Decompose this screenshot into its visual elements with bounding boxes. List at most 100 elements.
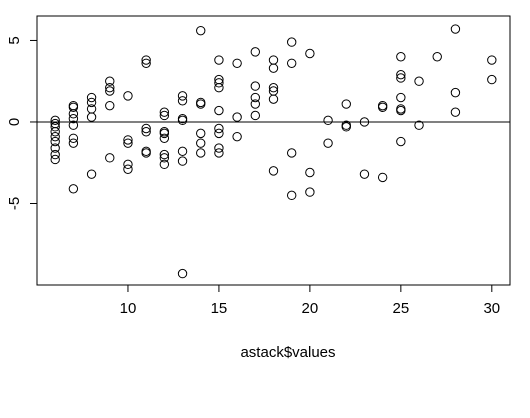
data-point [68,138,79,148]
x-tick-label: 30 [483,300,500,317]
data-point [268,63,279,73]
data-point [68,114,79,124]
data-point [196,25,206,36]
data-point [141,123,151,134]
data-point [196,128,206,139]
data-point [268,166,279,176]
data-point [396,105,406,116]
data-point [159,110,170,121]
data-point [286,190,297,201]
data-point [123,138,133,148]
data-point [86,112,97,122]
data-point [196,138,206,148]
data-point [141,58,151,68]
x-tick-label: 20 [302,300,319,317]
data-point [305,167,315,178]
data-point [105,76,115,86]
data-point [50,131,60,142]
data-point [86,104,97,114]
data-point [159,107,170,117]
data-point [268,83,279,93]
data-point [105,100,115,111]
data-point [232,112,242,122]
data-point [214,83,224,93]
data-point [68,120,79,130]
data-point [286,58,297,68]
data-point [341,99,351,109]
data-point [50,127,60,137]
data-point [214,128,224,139]
data-point [214,55,224,65]
data-point [396,69,406,80]
data-point [214,105,224,116]
data-point [105,83,115,93]
x-axis: 10 15 20 25 30 [120,284,500,317]
data-point [50,149,60,160]
data-point [432,52,442,62]
data-point [414,76,424,86]
data-point [396,92,406,103]
data-point [268,94,279,104]
data-point [86,97,97,108]
data-point [177,146,188,157]
data-point [323,138,333,148]
data-point [141,55,151,65]
data-point [396,136,406,147]
data-point [68,102,79,112]
data-point [86,92,97,103]
x-tick-label: 10 [120,300,137,317]
data-point [450,107,461,117]
data-point [68,109,79,119]
data-point [123,164,133,174]
data-point [196,99,206,109]
data-point [50,115,60,126]
x-tick-label: 25 [393,300,410,317]
data-point [359,169,370,179]
data-point [68,184,79,194]
data-point [123,135,133,145]
y-tick-label: 0 [6,118,23,126]
data-point [159,153,170,163]
data-point [50,154,60,165]
data-point [414,120,424,130]
data-point [450,24,461,34]
y-tick-label: -5 [6,197,23,210]
data-point [250,47,261,57]
data-point [86,169,97,179]
data-point [268,55,279,65]
data-point [341,122,351,132]
data-point [359,117,370,127]
data-point [377,102,388,112]
data-point [396,73,406,83]
data-point [214,148,224,158]
data-point [105,86,115,96]
data-point [377,172,388,183]
data-point [123,91,133,101]
data-points [50,24,497,279]
data-point [123,159,133,170]
data-point [250,81,261,91]
data-point [323,115,333,126]
data-point [68,133,79,143]
data-point [159,159,170,170]
data-point [450,87,461,98]
data-point [141,127,151,137]
data-point [286,148,297,158]
data-point [396,52,406,62]
y-axis: -5 0 5 [6,36,38,210]
data-point [177,156,188,166]
data-point [305,48,315,59]
data-point [177,96,188,106]
data-point [159,133,170,143]
data-point [286,37,297,47]
data-point [487,74,497,85]
data-point [50,143,60,153]
y-tick-label: 5 [6,36,23,44]
data-point [50,122,60,132]
data-point [50,136,60,147]
data-point [159,149,170,160]
data-point [177,268,188,279]
data-point [141,148,151,158]
data-point [487,55,497,65]
